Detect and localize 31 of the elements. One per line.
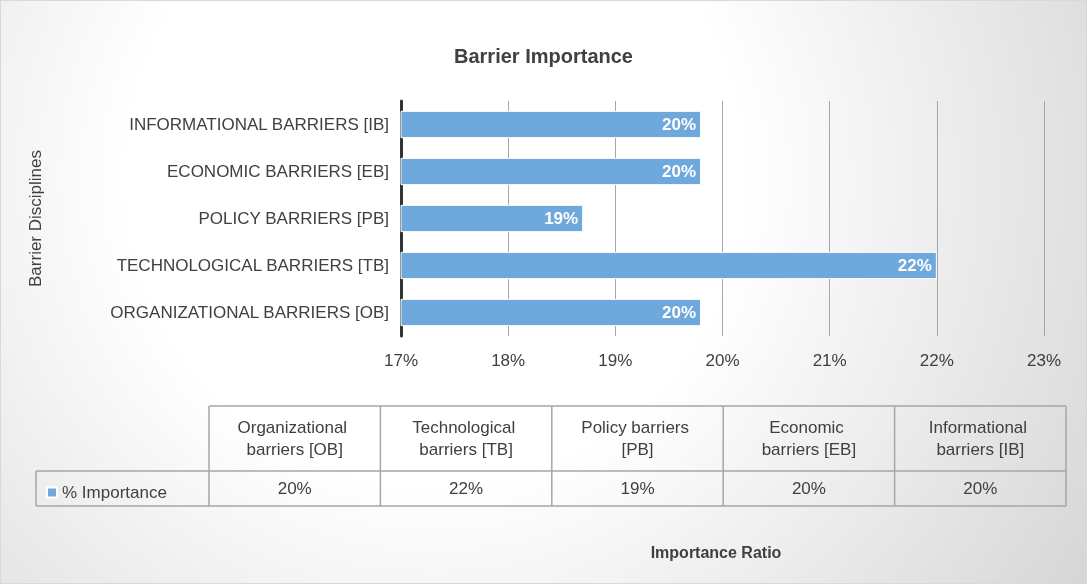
data-label: 20% [662,303,697,322]
y-tick-label: POLICY BARRIERS [PB] [198,209,389,228]
x-tick-label: 22% [919,351,954,370]
x-tick-label: 17% [383,351,419,370]
x-tick-label: 23% [1026,351,1062,370]
text: Organizational barriers [OB] [237,418,352,459]
y-tick-label: INFORMATIONAL BARRIERS [IB] [129,115,389,134]
chart-title: Barrier Importance [454,45,633,67]
legend-label: % Importance [62,483,167,502]
text: Economic barriers [EB] [761,418,857,459]
text: Informational barriers [IB] [928,418,1032,459]
text: Technological barriers [TB] [412,418,520,459]
x-tick-label: 19% [598,351,633,370]
x-tick-label: 18% [491,351,526,370]
data-label: 20% [662,115,697,134]
y-axis-title: Barrier Disciplines [26,150,45,287]
text: 20% [791,479,826,498]
y-tick-label: ECONOMIC BARRIERS [EB] [167,162,389,181]
y-tick-label: TECHNOLOGICAL BARRIERS [TB] [116,256,389,275]
data-label: 20% [662,162,697,181]
text: Importance Ratio [650,543,782,561]
text: 22% [449,479,484,498]
x-tick-label: 20% [705,351,740,370]
data-label: 22% [897,256,932,275]
text: Policy barriers [PB] [581,418,694,459]
y-tick-label: ORGANIZATIONAL BARRIERS [OB] [110,303,389,322]
text: 19% [620,479,655,498]
text: 20% [277,479,312,498]
x-tick-label: 21% [812,351,847,370]
data-label: 19% [544,209,579,228]
text: 20% [963,479,998,498]
